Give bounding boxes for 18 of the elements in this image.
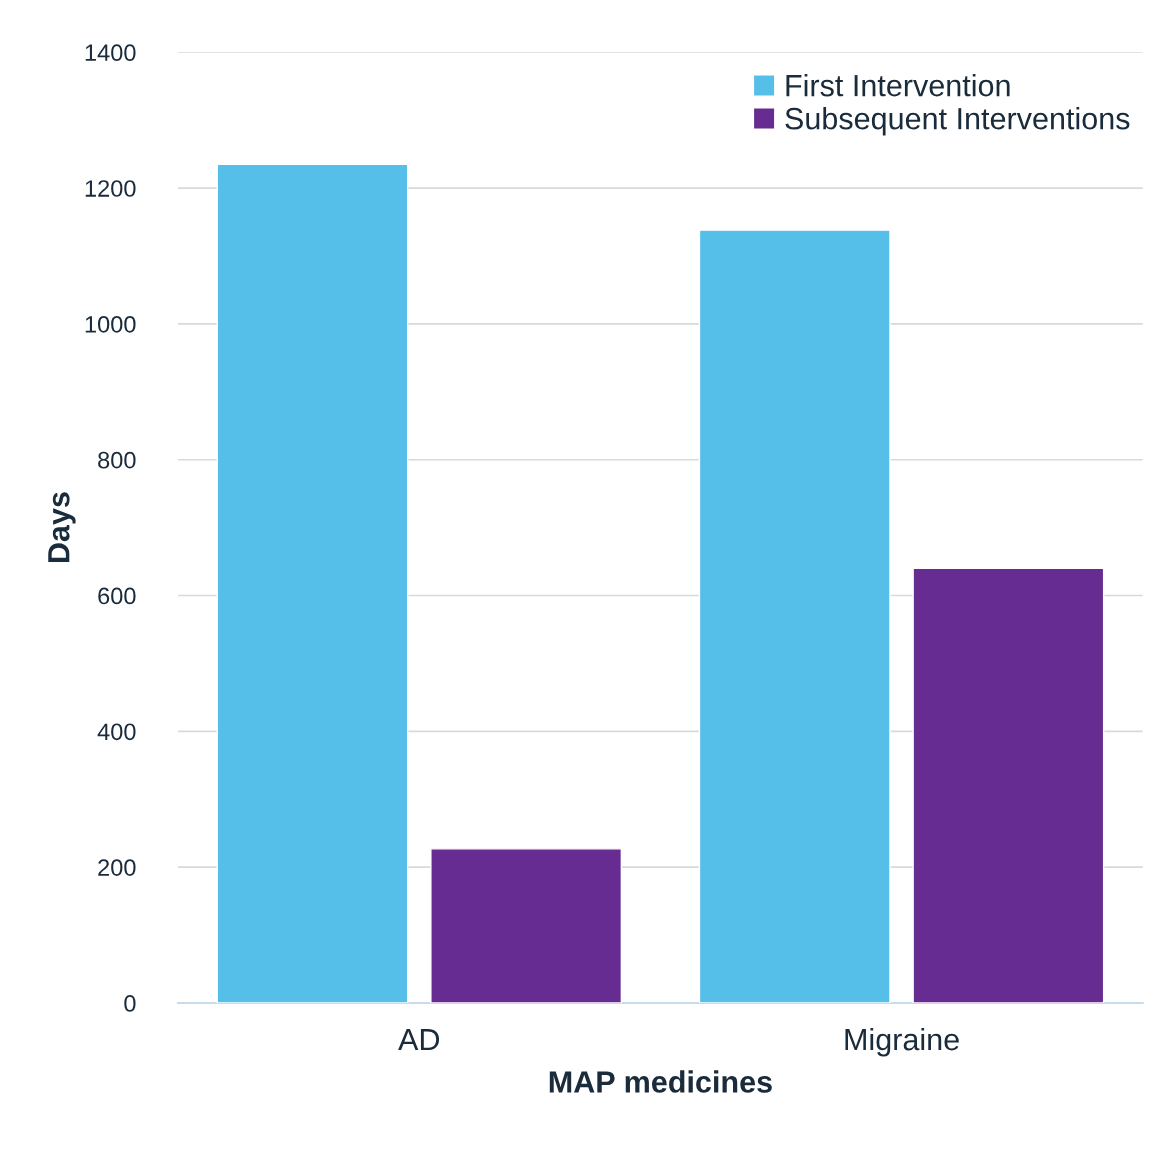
y-tick-label: 1400 (85, 44, 136, 62)
bar (430, 848, 623, 1003)
y-tick-label: 600 (98, 587, 136, 605)
y-tick-label: 1000 (85, 315, 136, 333)
y-axis-title: Days (48, 492, 76, 563)
legend-label: Subsequent Interventions (785, 107, 1130, 136)
bar (912, 567, 1105, 1003)
x-axis-title: MAP medicines (549, 1070, 772, 1093)
y-tick-label: 200 (98, 859, 136, 876)
legend-label: First Intervention (786, 73, 1010, 97)
x-tick-label: Migraine (845, 1027, 959, 1057)
y-tick-label: 0 (124, 995, 136, 1012)
y-tick-label: 400 (97, 723, 136, 741)
x-tick-label: AD (398, 1029, 440, 1051)
y-tick-label: 800 (98, 451, 136, 469)
bar (698, 229, 891, 1003)
bar (216, 163, 409, 1003)
y-tick-label: 1200 (85, 180, 136, 197)
